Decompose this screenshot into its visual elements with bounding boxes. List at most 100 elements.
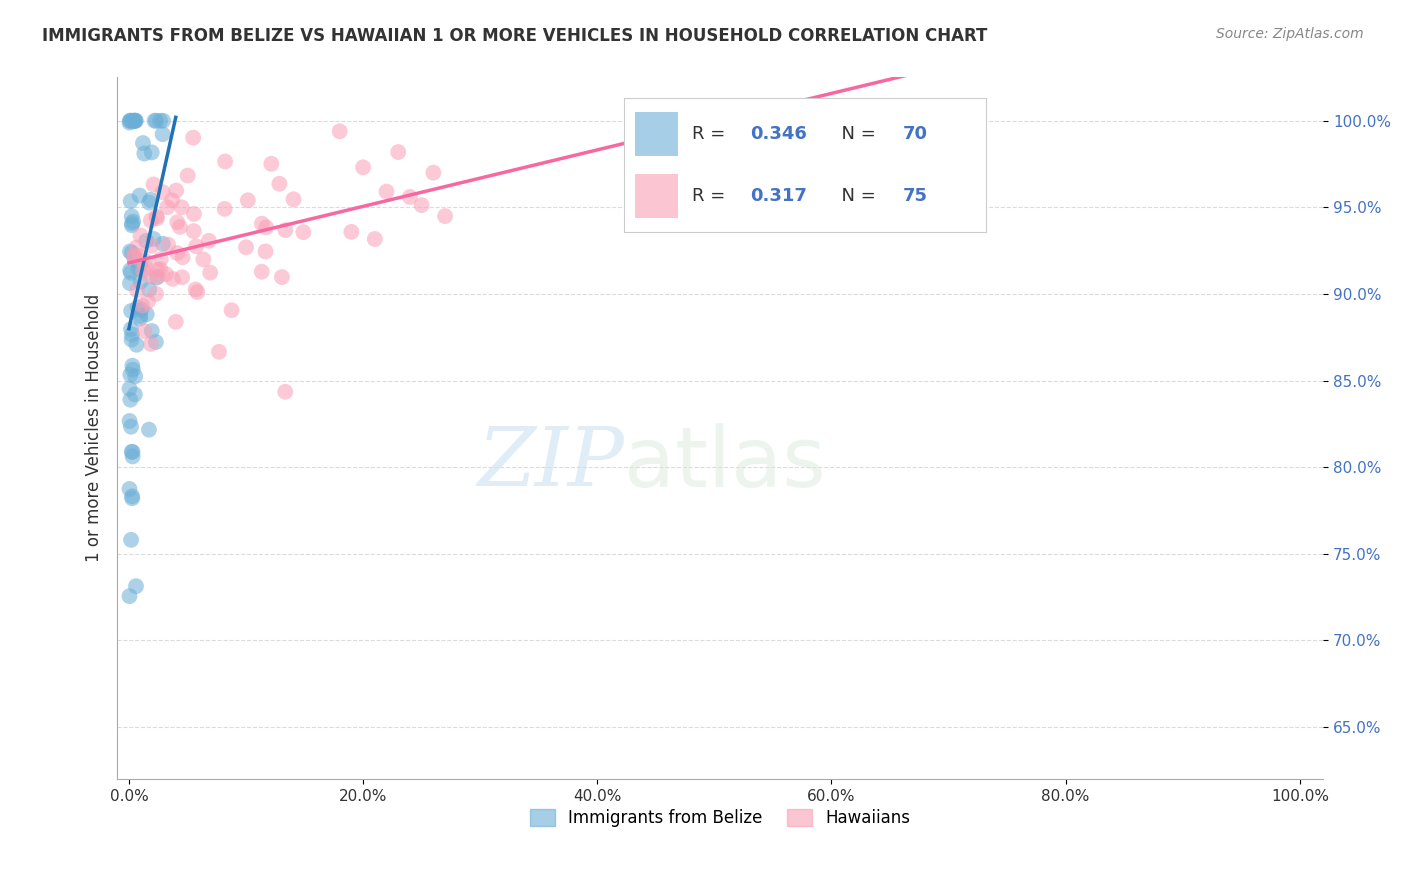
Point — [121, 491, 143, 506]
Point — [235, 240, 257, 254]
Point — [274, 223, 297, 237]
Point — [120, 113, 142, 128]
Point — [124, 113, 146, 128]
Point — [135, 307, 157, 321]
Point — [132, 263, 155, 277]
Text: Source: ZipAtlas.com: Source: ZipAtlas.com — [1216, 27, 1364, 41]
Point — [145, 334, 167, 349]
Point — [329, 124, 352, 138]
Point — [254, 220, 277, 235]
Point — [121, 489, 143, 503]
Point — [146, 211, 169, 226]
Point — [141, 324, 163, 338]
Point — [183, 207, 205, 221]
Point — [120, 266, 142, 280]
Point — [165, 315, 187, 329]
Point — [269, 177, 291, 191]
Point — [186, 285, 208, 299]
Point — [141, 145, 163, 160]
Point — [121, 445, 143, 459]
Point — [118, 115, 141, 129]
Point — [138, 423, 160, 437]
Point — [134, 253, 156, 268]
Point — [364, 232, 387, 246]
Point — [121, 245, 143, 260]
Point — [434, 209, 457, 223]
Point — [145, 210, 167, 224]
Point — [118, 414, 141, 428]
Point — [122, 362, 145, 376]
Point — [124, 250, 146, 264]
Point — [120, 263, 142, 277]
Point — [422, 166, 444, 180]
Point — [254, 244, 277, 259]
Point — [221, 303, 243, 318]
Point — [142, 178, 165, 192]
Point — [131, 298, 153, 312]
Point — [135, 234, 157, 248]
Point — [162, 272, 184, 286]
Point — [169, 219, 191, 234]
Point — [124, 387, 146, 401]
Point — [131, 302, 153, 317]
Point — [121, 359, 143, 373]
Point — [121, 219, 143, 233]
Point — [165, 184, 187, 198]
Point — [122, 113, 145, 128]
Point — [399, 190, 422, 204]
Point — [283, 192, 305, 206]
Point — [141, 238, 163, 252]
Point — [149, 262, 172, 277]
Point — [122, 214, 145, 228]
Point — [172, 250, 194, 264]
Point — [152, 185, 174, 199]
Point — [271, 270, 294, 285]
Point — [120, 194, 142, 209]
Point — [121, 450, 143, 464]
Point — [198, 266, 221, 280]
Point — [250, 217, 273, 231]
Point — [124, 113, 146, 128]
Point — [186, 239, 208, 253]
Point — [122, 249, 145, 263]
Point — [160, 194, 183, 208]
Point — [146, 269, 169, 284]
Point — [157, 237, 180, 252]
Point — [121, 333, 143, 347]
Point — [170, 200, 193, 214]
Point — [214, 154, 236, 169]
Point — [166, 215, 188, 229]
Point — [183, 224, 205, 238]
Point — [121, 444, 143, 458]
Point — [124, 369, 146, 384]
Point — [129, 311, 152, 326]
Point — [127, 261, 149, 276]
Point — [127, 301, 149, 315]
Point — [181, 130, 204, 145]
Point — [121, 327, 143, 342]
Point — [152, 127, 174, 141]
Point — [146, 262, 169, 277]
Point — [193, 252, 215, 267]
Point — [129, 309, 152, 323]
Point — [208, 344, 231, 359]
Point — [411, 198, 433, 212]
Point — [118, 276, 141, 290]
Point — [120, 419, 142, 434]
Point — [138, 195, 160, 210]
Point — [152, 236, 174, 251]
Point — [120, 113, 142, 128]
Point — [129, 275, 152, 289]
Point — [250, 265, 273, 279]
Point — [176, 169, 198, 183]
Point — [122, 250, 145, 264]
Point — [352, 161, 374, 175]
Point — [125, 240, 148, 254]
Y-axis label: 1 or more Vehicles in Household: 1 or more Vehicles in Household — [86, 294, 103, 562]
Point — [143, 113, 166, 128]
Point — [139, 269, 162, 284]
Point — [139, 213, 162, 227]
Point — [145, 286, 167, 301]
Point — [120, 304, 142, 318]
Point — [127, 283, 149, 297]
